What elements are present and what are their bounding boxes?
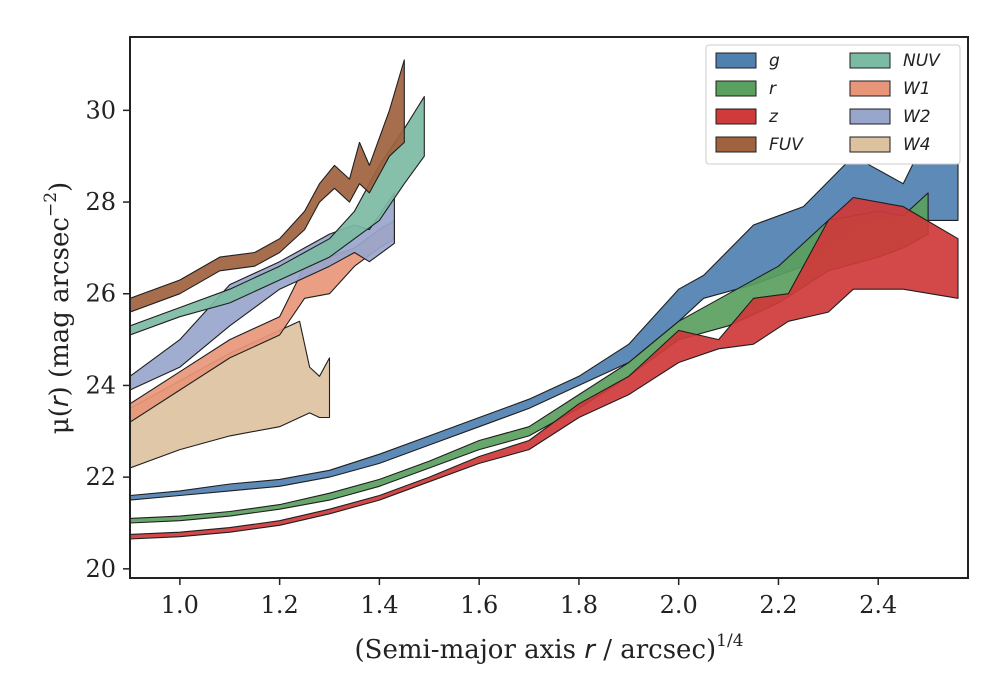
y-tick-label: 28	[85, 188, 116, 216]
legend-swatch-w2	[849, 108, 891, 125]
x-tick-label: 1.0	[161, 591, 199, 619]
y-axis: 20 22 24 26 28 30	[85, 96, 130, 583]
x-axis: 1.0 1.2 1.4 1.6 1.8 2.0 2.2 2.4	[161, 578, 897, 619]
y-tick-label: 22	[85, 463, 116, 491]
legend-swatch-g	[715, 52, 757, 69]
legend-label-fuv: FUV	[769, 135, 804, 155]
legend-swatch-w1	[849, 80, 891, 97]
y-tick-label: 26	[85, 280, 116, 308]
legend: grz FUV NUV W1 W2 W4	[705, 44, 961, 165]
legend-swatch-w4	[849, 136, 891, 153]
legend-label-w1: W1	[903, 79, 931, 99]
y-axis-label: μ(r) (mag arcsec−2)	[41, 182, 75, 434]
legend-label-g: g	[769, 51, 780, 71]
legend-swatch-nuv	[849, 52, 891, 69]
x-tick-label: 2.4	[859, 591, 897, 619]
legend-swatch-r	[715, 80, 757, 97]
legend-frame	[705, 44, 961, 165]
x-tick-label: 1.6	[460, 591, 498, 619]
plot-frame	[129, 36, 969, 579]
x-tick-label: 1.8	[560, 591, 598, 619]
legend-swatch-z	[715, 108, 757, 125]
band-nuv	[130, 96, 425, 336]
legend-label-z: z	[768, 107, 779, 127]
legend-swatch-fuv	[715, 136, 757, 153]
legend-label-w4: W4	[903, 135, 931, 155]
series-bands	[130, 59, 959, 540]
x-tick-label: 2.2	[759, 591, 797, 619]
y-tick-label: 30	[85, 96, 116, 124]
band-z	[130, 196, 959, 540]
y-tick-label: 20	[85, 555, 116, 583]
legend-label-r: r	[769, 79, 777, 99]
legend-label-nuv: NUV	[903, 51, 941, 71]
band-fuv	[130, 59, 405, 313]
legend-label-w2: W2	[903, 107, 931, 127]
y-tick-label: 24	[85, 371, 116, 399]
x-tick-label: 1.2	[261, 591, 299, 619]
x-tick-label: 2.0	[660, 591, 698, 619]
x-axis-label: (Semi-major axis r / arcsec)1/4	[354, 631, 743, 665]
x-tick-label: 1.4	[360, 591, 398, 619]
